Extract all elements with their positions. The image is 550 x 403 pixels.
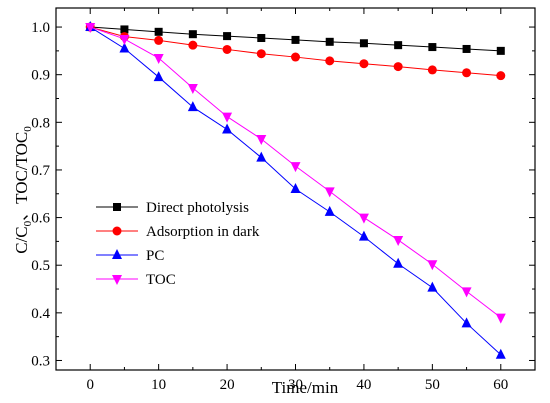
y-tick-label: 0.3 xyxy=(31,353,50,369)
data-point-triangle-up xyxy=(393,257,404,268)
data-point-circle xyxy=(154,35,164,45)
data-point-square xyxy=(496,46,505,55)
legend-label: Adsorption in dark xyxy=(146,224,260,240)
data-point-triangle-up xyxy=(153,71,164,82)
data-point-square xyxy=(291,35,300,44)
legend-label: TOC xyxy=(146,272,176,288)
series-toc xyxy=(85,23,506,324)
data-point-square xyxy=(113,203,121,211)
data-point-triangle-up xyxy=(461,317,472,328)
data-point-triangle-down xyxy=(427,260,438,271)
x-tick-label: 20 xyxy=(220,377,235,393)
legend-item: Adsorption in dark xyxy=(96,224,260,240)
data-point-triangle-down xyxy=(222,112,233,123)
data-point-triangle-down xyxy=(112,275,122,285)
y-tick-label: 0.4 xyxy=(31,306,50,322)
y-tick-label: 0.8 xyxy=(31,115,50,131)
data-point-circle xyxy=(256,49,266,59)
legend-label: Direct photolysis xyxy=(146,200,249,216)
data-point-circle xyxy=(427,65,437,75)
data-point-circle xyxy=(325,56,335,66)
y-axis-label-sub-1: 0 xyxy=(22,220,34,226)
y-tick-label: 1.0 xyxy=(31,20,50,36)
data-point-triangle-down xyxy=(187,84,198,95)
legend-label: PC xyxy=(146,248,164,264)
data-point-triangle-up xyxy=(324,205,335,216)
data-point-triangle-down xyxy=(495,313,506,324)
data-point-square xyxy=(120,25,129,34)
data-point-triangle-up xyxy=(290,183,301,193)
data-point-square xyxy=(257,34,266,43)
y-axis-label-part-1: C/C xyxy=(12,226,31,253)
legend-item: PC xyxy=(96,248,164,264)
data-point-triangle-down xyxy=(119,34,130,45)
data-point-triangle-down xyxy=(358,213,369,224)
y-tick-label: 0.9 xyxy=(31,68,50,84)
data-point-triangle-down xyxy=(461,287,472,298)
data-point-triangle-up xyxy=(358,230,369,241)
x-axis: 0 10 20 30 40 50 60 xyxy=(86,8,508,393)
data-point-square xyxy=(428,43,437,52)
data-point-triangle-up xyxy=(112,249,122,259)
x-tick-label: 0 xyxy=(86,377,94,393)
data-point-triangle-up xyxy=(495,348,506,359)
y-tick-label: 0.6 xyxy=(31,211,50,227)
series-layer xyxy=(85,21,506,359)
data-point-triangle-up xyxy=(187,101,198,112)
y-axis-label-part-2: 、TOC/TOC xyxy=(12,132,31,221)
data-point-circle xyxy=(359,59,369,69)
data-point-square xyxy=(188,30,197,39)
data-point-square xyxy=(462,44,471,53)
x-tick-label: 40 xyxy=(356,377,371,393)
data-point-triangle-down xyxy=(85,23,96,34)
legend: Direct photolysis Adsorption in dark PC TOC xyxy=(96,200,260,288)
data-point-circle xyxy=(222,44,232,54)
data-point-triangle-down xyxy=(256,134,267,145)
y-axis-label: C/C0、TOC/TOC0 xyxy=(12,126,34,254)
data-point-circle xyxy=(393,62,403,72)
data-point-circle xyxy=(291,52,300,62)
data-point-square xyxy=(325,37,334,46)
data-point-circle xyxy=(496,71,506,81)
data-point-triangle-down xyxy=(324,187,335,198)
series-pc xyxy=(85,21,506,359)
data-point-circle xyxy=(462,68,472,78)
data-point-triangle-down xyxy=(393,235,404,246)
data-point-triangle-up xyxy=(119,42,130,53)
data-point-triangle-up xyxy=(222,123,233,134)
data-point-triangle-down xyxy=(153,54,164,65)
data-point-triangle-down xyxy=(290,162,301,173)
y-axis: 0.3 0.4 0.5 0.6 0.7 0.8 0.9 1.0 xyxy=(31,20,535,369)
data-point-triangle-up xyxy=(427,281,438,292)
y-axis-label-sub-2: 0 xyxy=(22,126,34,132)
data-point-circle xyxy=(188,40,198,50)
data-point-square xyxy=(223,32,232,41)
x-tick-label: 50 xyxy=(425,377,440,393)
data-point-square xyxy=(359,39,368,48)
x-tick-label: 60 xyxy=(493,377,508,393)
data-point-circle xyxy=(112,226,122,236)
y-tick-label: 0.5 xyxy=(31,258,50,274)
y-tick-label: 0.7 xyxy=(31,163,50,179)
legend-item: Direct photolysis xyxy=(96,200,249,216)
data-point-triangle-up xyxy=(256,151,267,162)
x-tick-label: 30 xyxy=(288,377,303,393)
data-point-square xyxy=(394,41,403,50)
data-point-square xyxy=(154,27,163,36)
x-tick-label: 10 xyxy=(151,377,166,393)
legend-item: TOC xyxy=(96,272,176,288)
series-line xyxy=(90,26,501,77)
x-axis-label: Time/min xyxy=(272,378,339,397)
